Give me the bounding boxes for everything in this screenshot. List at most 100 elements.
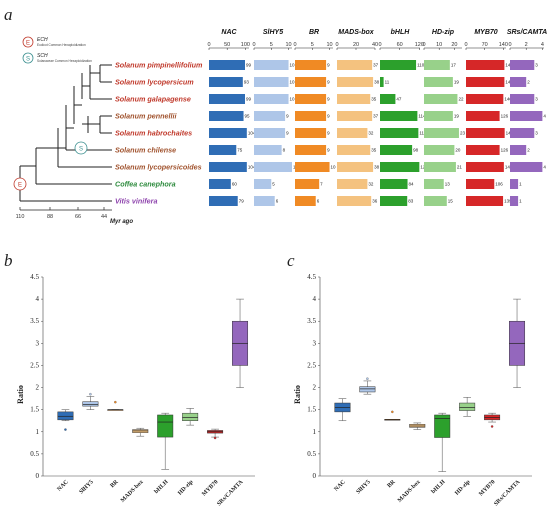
y-tick-label: 2.5 xyxy=(30,361,39,369)
bar xyxy=(254,179,271,189)
bar-value-label: 2 xyxy=(527,148,530,153)
family-tick-label: 0 xyxy=(335,42,338,48)
bar-value-label: 93 xyxy=(244,80,250,85)
x-category-label: bHLH xyxy=(431,479,447,495)
x-category-label: NAC xyxy=(333,479,346,492)
bar xyxy=(337,196,371,206)
sch-letter: S xyxy=(26,57,30,63)
bar-value-label: 1 xyxy=(519,182,522,187)
y-tick-label: 0 xyxy=(313,472,317,480)
bar xyxy=(466,145,500,155)
family-tick-label: 5 xyxy=(311,42,314,48)
bar xyxy=(295,128,326,138)
bar xyxy=(254,196,275,206)
bar-value-label: 19 xyxy=(454,80,460,85)
bar xyxy=(295,77,326,87)
bar-value-label: 5 xyxy=(272,182,275,187)
bar-value-label: 7 xyxy=(320,182,323,187)
bar xyxy=(254,128,285,138)
bar xyxy=(380,128,418,138)
bar xyxy=(337,179,367,189)
time-tick-label: 66 xyxy=(75,214,81,220)
box-myb70: MYB70 xyxy=(478,413,500,497)
bar xyxy=(424,111,453,121)
family-header: HD-zip xyxy=(432,29,455,36)
box-body xyxy=(360,387,375,392)
species-label: Solanum pennellii xyxy=(115,112,178,121)
sch-desc: Solanaceae Common Hexaploidization xyxy=(37,59,92,63)
outlier-point xyxy=(214,437,216,439)
box-slhy5: SlHY5 xyxy=(356,378,376,496)
family-panel-myb70: MYB700 70 140144144140126145126142106139 xyxy=(464,29,513,206)
bar xyxy=(466,94,503,104)
family-header: bHLH xyxy=(391,29,411,36)
y-tick-label: 3.5 xyxy=(307,317,316,325)
bar-value-label: 32 xyxy=(368,182,374,187)
bar-value-label: 15 xyxy=(448,199,454,204)
box-body xyxy=(83,402,98,406)
bar-value-label: 126 xyxy=(501,114,509,119)
bar-value-label: 9 xyxy=(327,148,330,153)
bar-value-label: 22 xyxy=(458,97,464,102)
bar-value-label: 126 xyxy=(501,148,509,153)
bar-value-label: 84 xyxy=(409,182,415,187)
time-axis-label: Myr ago xyxy=(110,219,133,225)
y-tick-label: 4 xyxy=(313,295,317,303)
y-tick-label: 2 xyxy=(313,384,317,392)
bar xyxy=(295,196,316,206)
y-tick-label: 2 xyxy=(36,384,40,392)
bar-value-label: 4 xyxy=(543,165,546,170)
bar xyxy=(466,128,505,138)
family-tick-label: 10 xyxy=(326,42,332,48)
box-bhlh: bHLH xyxy=(154,413,173,495)
x-category-label: bHLH xyxy=(154,479,170,495)
y-tick-label: 0.5 xyxy=(307,450,316,458)
bar-value-label: 75 xyxy=(237,148,243,153)
bar-value-label: 2 xyxy=(527,80,530,85)
bar xyxy=(295,179,319,189)
box-nac: NAC xyxy=(56,410,73,493)
bar xyxy=(424,145,454,155)
y-tick-label: 0.5 xyxy=(30,450,39,458)
species-label: Solanum habrochaites xyxy=(115,129,192,138)
panel-label-b: b xyxy=(4,251,13,270)
family-tick-label: 10 xyxy=(285,42,291,48)
bar-value-label: 3 xyxy=(535,131,538,136)
bar xyxy=(424,60,450,70)
boxplot-panel-b: 00.511.522.533.544.5RatioNAC SlHY5 BR MADS-… xyxy=(16,273,255,507)
bar xyxy=(337,111,372,121)
family-tick-label: 5 xyxy=(270,42,273,48)
bar xyxy=(337,60,372,70)
bar xyxy=(295,94,326,104)
y-tick-label: 4.5 xyxy=(30,273,39,281)
species-label: Solanum lycopersicum xyxy=(115,78,194,87)
family-tick-label: 0 xyxy=(422,42,425,48)
bar-value-label: 38 xyxy=(374,165,380,170)
species-label: Coffea canephora xyxy=(115,180,176,189)
panel-label-a: a xyxy=(4,5,13,24)
bar xyxy=(466,60,504,70)
x-category-label: BR xyxy=(110,479,121,490)
bar-value-label: 9 xyxy=(327,114,330,119)
bar-value-label: 21 xyxy=(457,165,463,170)
family-header: NAC xyxy=(221,29,237,36)
bar xyxy=(209,179,231,189)
bar xyxy=(254,162,292,172)
bar xyxy=(337,128,367,138)
bar-value-label: 9 xyxy=(327,131,330,136)
bar xyxy=(510,128,534,138)
box-hd-zip: HD-zip xyxy=(177,408,198,496)
bar xyxy=(466,77,504,87)
family-tick-label: 0 xyxy=(252,42,255,48)
bar xyxy=(254,60,289,70)
outlier-point xyxy=(491,425,493,427)
bar xyxy=(209,77,243,87)
bar-value-label: 8 xyxy=(283,148,286,153)
bar-value-label: 6 xyxy=(317,199,320,204)
bar-value-label: 99 xyxy=(246,63,252,68)
time-tick-label: 88 xyxy=(47,214,53,220)
y-tick-label: 2.5 xyxy=(307,361,316,369)
family-tick-label: 0 xyxy=(207,42,210,48)
bar xyxy=(510,162,542,172)
bar-value-label: 35 xyxy=(371,97,377,102)
